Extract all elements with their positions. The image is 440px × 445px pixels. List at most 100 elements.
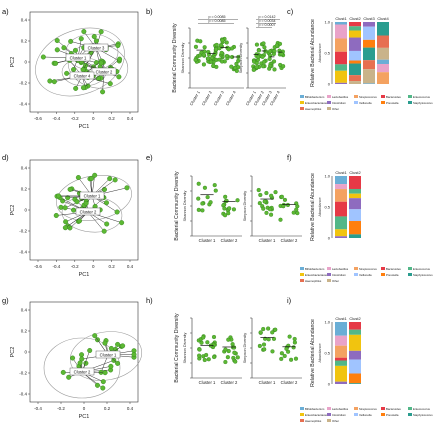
legend-label: Prevotella [386, 413, 399, 417]
abundance-segment [349, 61, 361, 64]
legend-label: Veillonella [359, 273, 372, 277]
diversity-point [224, 348, 228, 352]
sample-point [66, 375, 71, 380]
x-axis-label: PC1 [79, 124, 90, 130]
panel-letter: h) [146, 296, 153, 305]
x-tick-label: 0.4 [127, 406, 134, 411]
y-tick-label: -0.4 [19, 102, 27, 107]
y-sub-label: Abundance [318, 343, 322, 362]
legend-swatch [300, 407, 304, 410]
x-tick-label: Cluster 2 [281, 380, 298, 385]
diversity-point [261, 64, 265, 68]
legend-swatch [300, 413, 304, 416]
legend-swatch [381, 413, 385, 416]
abundance-segment [335, 229, 347, 236]
diversity-point [263, 200, 267, 204]
diversity-point [194, 45, 198, 49]
x-tick-label: Cluster 2 [281, 238, 298, 243]
abundance-segment [377, 72, 389, 84]
legend-swatch [300, 107, 304, 110]
diversity-point [204, 353, 208, 357]
x-tick-label: Cluster 1 [259, 380, 276, 385]
diversity-point [212, 355, 216, 359]
diversity-point [226, 338, 230, 342]
x-tick-label: Cluster 2 [201, 89, 214, 106]
legend-swatch [327, 407, 331, 410]
diversity-point [274, 190, 278, 194]
diversity-point [273, 328, 277, 332]
sample-point [82, 29, 87, 34]
sample-point [117, 75, 122, 80]
sample-point [120, 344, 125, 349]
diversity-point [203, 45, 207, 49]
legend-swatch [354, 267, 358, 270]
sample-point [99, 61, 104, 66]
sample-point [63, 219, 68, 224]
diversity-point [220, 51, 224, 55]
y-sub-label: Abundance [318, 43, 322, 62]
x-tick-label: 0.4 [127, 264, 134, 269]
y-sub-label: Simpson Diversity [239, 43, 243, 73]
abundance-segment [377, 36, 389, 48]
abundance-segment [377, 60, 389, 64]
diversity-point [269, 213, 273, 217]
legend-label: Haemophilus [305, 107, 322, 111]
y-sub-label: Simpson Diversity [243, 191, 247, 221]
y-tick-label: 0 [24, 208, 27, 213]
sample-point [76, 175, 81, 180]
abundance-segment [363, 27, 375, 40]
diversity-point [262, 42, 266, 46]
abundance-segment [349, 51, 361, 61]
abundance-segment [335, 64, 347, 70]
legend-label: Haemophilus [305, 419, 322, 423]
sample-point [115, 361, 120, 366]
legend-label: Enterococcus [413, 407, 431, 411]
diversity-point [270, 330, 274, 334]
sample-point [104, 222, 109, 227]
y-tick-label: 0.4 [21, 308, 28, 313]
legend-label: Bifidobacterium [305, 267, 325, 271]
sample-point [89, 176, 94, 181]
sample-point [109, 364, 114, 369]
abundance-segment [349, 31, 361, 38]
sample-point [94, 39, 99, 44]
diversity-point [198, 54, 202, 58]
x-tick-label: 0 [92, 116, 95, 121]
y-sub-label: Shannon Diversity [183, 190, 187, 221]
y-axis-label: Relative Bacterial Abundance [310, 19, 316, 87]
diversity-point [255, 43, 259, 47]
x-tick-label: 0.4 [127, 116, 134, 121]
y-axis-label: PC2 [10, 57, 16, 68]
legend-swatch [300, 101, 304, 104]
diversity-point [212, 335, 216, 339]
legend-swatch [408, 101, 412, 104]
legend-swatch [354, 273, 358, 276]
abundance-segment [335, 22, 347, 24]
y-tick-label: 1.0 [324, 20, 330, 25]
diversity-point [201, 208, 205, 212]
abundance-segment [335, 361, 347, 366]
legend-label: Bacteroides [386, 407, 401, 411]
sample-point [101, 379, 106, 384]
abundance-segment [349, 335, 361, 351]
diversity-point [257, 49, 261, 53]
abundance-segment [335, 83, 347, 84]
column-label: Clust3 [363, 16, 375, 21]
sample-point [48, 79, 53, 84]
y-tick-label: -0.4 [19, 392, 27, 397]
legend-label: Other [332, 419, 339, 423]
diversity-point [214, 189, 218, 193]
abundance-segment [335, 24, 347, 38]
diversity-point [261, 207, 265, 211]
diversity-point [280, 195, 284, 199]
diversity-point [288, 335, 292, 339]
abundance-segment [349, 194, 361, 199]
sample-point [115, 210, 120, 215]
abundance-segment [363, 60, 375, 69]
legend-swatch [300, 279, 304, 282]
cluster-label: Cluster 1 [70, 56, 87, 61]
